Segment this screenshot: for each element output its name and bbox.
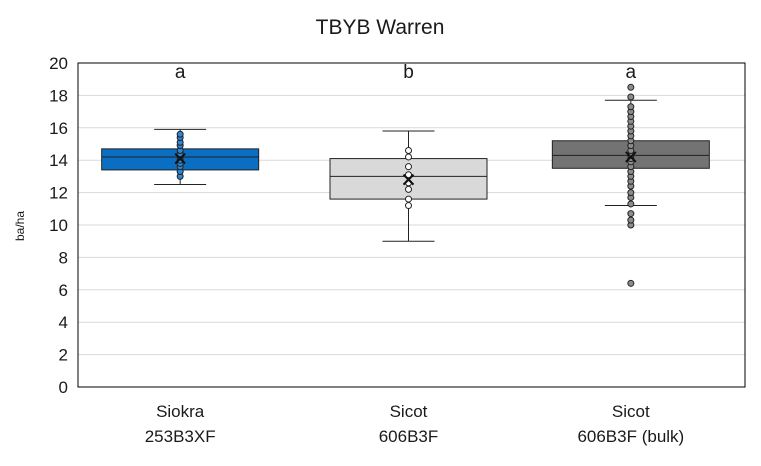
box-2 [329,130,488,242]
x-tick-labels: Siokra 253B3XF Sicot 606B3F Sicot 606B3F (bul… [145,402,685,446]
y-tick-label: 20 [49,54,68,73]
data-point [627,93,635,101]
gridlines [78,62,745,356]
y-tick-label: 14 [49,151,68,170]
data-point [405,185,412,193]
chart-title: TBYB Warren [316,16,445,39]
mean-marker-stroke [625,151,637,163]
y-tick-label: 10 [49,216,68,235]
box-1 [101,128,260,185]
mean-marker-stroke [402,173,415,186]
data-point [405,146,412,154]
data-point [627,103,635,111]
x-tick-label-line1: Sicot [612,402,650,421]
y-axis-label: ba/ha [13,211,27,241]
plot-border [77,62,746,388]
significance-letter: a [626,62,637,83]
y-tick-label: 6 [59,281,68,300]
data-point [405,171,412,179]
y-tick-label: 0 [59,378,68,397]
y-tick-label: 16 [49,119,68,138]
mean-marker [625,151,637,163]
x-tick-label-line2: 606B3F (bulk) [577,427,684,446]
data-point [627,189,635,197]
x-tick-label-line1: Siokra [156,402,205,421]
data-point [405,195,412,203]
data-point [176,130,184,138]
data-point [627,83,635,91]
x-tick-label-line2: 253B3XF [145,427,216,446]
x-tick-label-line1: Sicot [390,402,428,421]
data-point [405,202,412,210]
x-tick-label-line2: 606B3F [379,427,439,446]
data-point [627,210,635,218]
y-tick-label: 2 [59,346,68,365]
mean-marker-stroke [174,152,186,165]
y-tick-label: 8 [59,248,68,267]
data-point [405,163,412,171]
y-tick-label: 18 [49,86,68,105]
y-tick-label: 12 [49,184,68,203]
data-point [627,279,635,287]
y-tick-labels: 0 2 4 6 8 10 12 14 16 18 20 [49,54,68,397]
data-point [627,216,635,224]
box-3 [551,83,710,287]
y-tick-label: 4 [59,313,68,332]
box-series [101,83,710,287]
significance-letter: b [403,62,414,83]
data-point [627,200,635,208]
significance-letter: a [175,62,186,83]
data-point [405,153,412,161]
mean-marker [402,173,415,186]
mean-marker [174,152,186,165]
